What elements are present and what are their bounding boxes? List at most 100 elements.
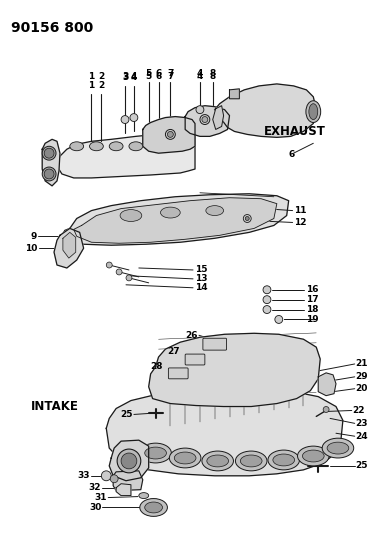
Circle shape: [116, 269, 122, 275]
Circle shape: [263, 296, 271, 304]
Text: 13: 13: [195, 274, 208, 284]
Polygon shape: [230, 89, 239, 99]
Text: 4: 4: [197, 69, 203, 78]
Circle shape: [106, 262, 112, 268]
Polygon shape: [113, 471, 143, 491]
FancyBboxPatch shape: [185, 354, 205, 365]
Text: 6: 6: [155, 71, 161, 80]
Text: 6: 6: [288, 150, 294, 159]
Polygon shape: [149, 333, 320, 407]
Ellipse shape: [322, 438, 354, 458]
Ellipse shape: [327, 442, 349, 454]
Text: 90156 800: 90156 800: [11, 21, 93, 35]
Ellipse shape: [174, 452, 196, 464]
Ellipse shape: [202, 451, 233, 471]
Ellipse shape: [273, 454, 294, 466]
Ellipse shape: [235, 451, 267, 471]
Text: 5: 5: [145, 69, 152, 78]
Ellipse shape: [145, 502, 163, 513]
Text: 25: 25: [356, 462, 368, 471]
Circle shape: [42, 146, 56, 160]
Circle shape: [263, 305, 271, 313]
Text: 25: 25: [120, 410, 133, 419]
Circle shape: [42, 167, 56, 181]
Ellipse shape: [70, 142, 84, 151]
Polygon shape: [42, 139, 60, 186]
Ellipse shape: [145, 447, 167, 459]
Text: 2: 2: [98, 71, 104, 80]
Text: 8: 8: [210, 71, 216, 80]
Polygon shape: [109, 440, 149, 481]
Text: 11: 11: [294, 206, 306, 215]
Circle shape: [44, 148, 54, 158]
Polygon shape: [318, 373, 336, 395]
Text: 12: 12: [294, 218, 306, 227]
Text: INTAKE: INTAKE: [30, 400, 78, 413]
Polygon shape: [63, 232, 76, 258]
Text: 17: 17: [307, 295, 319, 304]
Ellipse shape: [140, 443, 171, 463]
Text: 3: 3: [122, 71, 128, 80]
Text: 21: 21: [356, 359, 368, 368]
Circle shape: [44, 169, 54, 179]
Circle shape: [263, 286, 271, 294]
Text: 16: 16: [307, 285, 319, 294]
Text: 1: 1: [88, 81, 95, 90]
Text: 32: 32: [89, 483, 101, 492]
Circle shape: [121, 453, 137, 469]
Text: 31: 31: [95, 493, 107, 502]
Text: 7: 7: [167, 71, 174, 80]
Text: 3: 3: [122, 73, 128, 82]
Polygon shape: [106, 389, 343, 476]
Text: 14: 14: [195, 283, 208, 292]
Ellipse shape: [129, 142, 143, 151]
Ellipse shape: [303, 450, 324, 462]
Text: 28: 28: [150, 362, 163, 372]
Circle shape: [126, 275, 132, 281]
Ellipse shape: [298, 446, 329, 466]
Text: 6: 6: [155, 69, 161, 78]
Circle shape: [165, 130, 175, 139]
Circle shape: [245, 216, 249, 221]
Text: 19: 19: [307, 315, 319, 324]
Text: 4: 4: [197, 71, 203, 80]
Polygon shape: [185, 106, 230, 136]
Circle shape: [202, 117, 208, 123]
Polygon shape: [54, 229, 84, 268]
Text: 5: 5: [145, 71, 152, 80]
Text: 20: 20: [356, 384, 368, 393]
Ellipse shape: [109, 142, 123, 151]
Ellipse shape: [206, 206, 224, 215]
Text: 30: 30: [89, 503, 101, 512]
Ellipse shape: [160, 207, 180, 218]
Circle shape: [110, 475, 118, 483]
Text: 8: 8: [210, 69, 216, 78]
Ellipse shape: [90, 142, 103, 151]
Circle shape: [101, 471, 111, 481]
Text: 29: 29: [356, 373, 368, 381]
Text: 22: 22: [353, 406, 365, 415]
Polygon shape: [74, 198, 277, 243]
Polygon shape: [215, 84, 316, 138]
Circle shape: [200, 115, 210, 125]
Ellipse shape: [140, 498, 167, 516]
Ellipse shape: [139, 492, 149, 498]
Circle shape: [323, 407, 329, 413]
Polygon shape: [213, 106, 224, 130]
Polygon shape: [143, 117, 195, 153]
Ellipse shape: [240, 455, 262, 467]
Text: 23: 23: [356, 419, 368, 428]
Text: 33: 33: [77, 471, 90, 480]
Text: 9: 9: [31, 232, 37, 241]
Circle shape: [121, 116, 129, 124]
Polygon shape: [57, 133, 195, 178]
Ellipse shape: [120, 209, 142, 222]
Text: 10: 10: [25, 244, 37, 253]
Text: 1: 1: [88, 71, 95, 80]
Text: 18: 18: [307, 305, 319, 314]
Text: 2: 2: [98, 81, 104, 90]
Ellipse shape: [306, 101, 321, 123]
Ellipse shape: [309, 104, 318, 119]
Circle shape: [196, 106, 204, 114]
Text: 26: 26: [185, 331, 198, 340]
